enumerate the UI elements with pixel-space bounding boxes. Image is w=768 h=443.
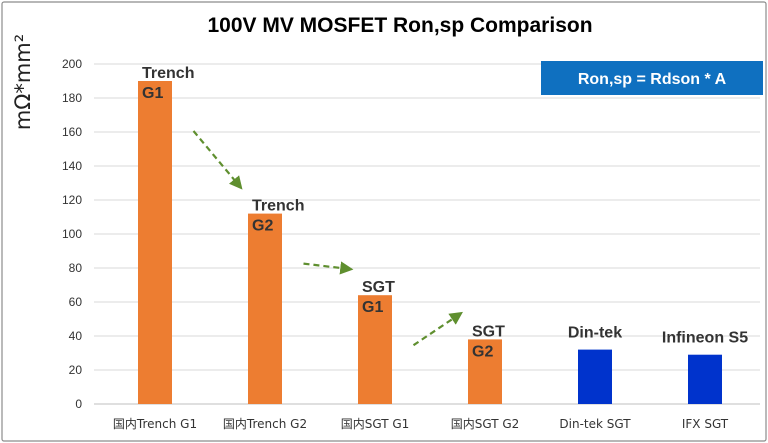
- y-tick-label: 120: [62, 193, 82, 207]
- y-tick-label: 160: [62, 125, 82, 139]
- formula-text: Ron,sp = Rdson * A: [578, 71, 727, 88]
- y-tick-label: 180: [62, 91, 82, 105]
- trend-arrows: [192, 130, 463, 347]
- data-label: SGT: [472, 323, 505, 340]
- formula-annotation: Ron,sp = Rdson * A: [541, 61, 763, 95]
- y-tick-label: 140: [62, 159, 82, 173]
- trend-arrow: [303, 261, 354, 275]
- x-category-label: 国内SGT G1: [341, 417, 410, 431]
- y-axis-label: mΩ*mm²: [11, 34, 35, 130]
- x-category-label: IFX SGT: [682, 417, 729, 431]
- chart-title: 100V MV MOSFET Ron,sp Comparison: [207, 14, 592, 37]
- y-tick-label: 20: [69, 363, 83, 377]
- bar: [138, 81, 172, 404]
- data-label: SGT: [362, 279, 395, 296]
- y-tick-label: 0: [75, 397, 82, 411]
- y-tick-label: 200: [62, 57, 82, 71]
- bar: [468, 339, 502, 404]
- data-label: Trench: [142, 65, 194, 82]
- bar: [358, 295, 392, 404]
- y-tick-labels: 0 20 40 60 80 100 120 140 160 180 200: [62, 57, 82, 411]
- y-tick-label: 80: [69, 261, 83, 275]
- data-label: G2: [252, 218, 273, 235]
- data-label: G1: [362, 299, 383, 316]
- y-tick-label: 100: [62, 227, 82, 241]
- y-tick-label: 40: [69, 329, 83, 343]
- data-label: G2: [472, 343, 493, 360]
- bar: [578, 349, 612, 404]
- bars: [138, 81, 722, 404]
- data-label: G1: [142, 85, 163, 102]
- x-category-label: 国内SGT G2: [451, 417, 520, 431]
- bar: [688, 354, 722, 404]
- data-labels: Trench G1 Trench G2 SGT G1 SGT G2 Din-tek Infineo…: [142, 65, 748, 360]
- bar: [248, 213, 282, 404]
- x-category-label: 国内Trench G1: [113, 417, 197, 431]
- x-category-labels: 国内Trench G1 国内Trench G2 国内SGT G1 国内SGT G2 Di…: [113, 417, 729, 431]
- data-label: Infineon S5: [662, 330, 748, 347]
- formula-box: [541, 61, 763, 95]
- data-label: Trench: [252, 198, 304, 215]
- y-tick-label: 60: [69, 295, 83, 309]
- x-category-label: Din-tek SGT: [559, 417, 631, 431]
- trend-arrow: [192, 130, 243, 190]
- data-label: Din-tek: [568, 325, 622, 342]
- x-category-label: 国内Trench G2: [223, 417, 307, 431]
